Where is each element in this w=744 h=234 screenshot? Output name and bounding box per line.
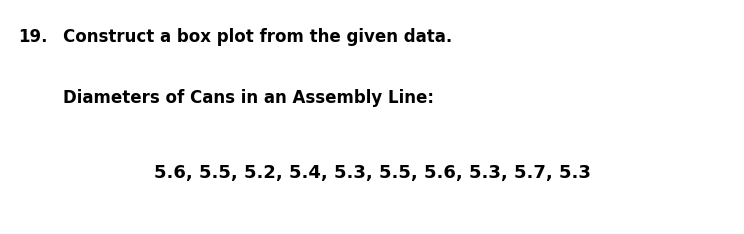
- Text: 5.6, 5.5, 5.2, 5.4, 5.3, 5.5, 5.6, 5.3, 5.7, 5.3: 5.6, 5.5, 5.2, 5.4, 5.3, 5.5, 5.6, 5.3, …: [153, 164, 591, 182]
- Text: 19.: 19.: [19, 28, 48, 46]
- Text: Construct a box plot from the given data.: Construct a box plot from the given data…: [63, 28, 452, 46]
- Text: Diameters of Cans in an Assembly Line:: Diameters of Cans in an Assembly Line:: [63, 89, 434, 107]
